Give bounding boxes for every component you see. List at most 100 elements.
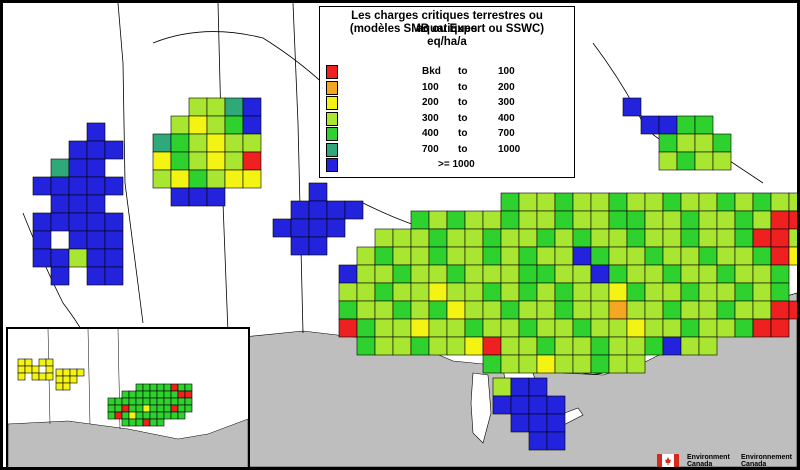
grid-cell xyxy=(149,397,158,406)
grid-cell xyxy=(446,318,466,338)
grid-cell xyxy=(31,365,40,374)
grid-cell xyxy=(608,192,628,212)
logo-text-en-2: Canada xyxy=(687,461,713,468)
grid-cell xyxy=(788,210,797,230)
grid-cell xyxy=(135,383,144,392)
grid-cell xyxy=(356,318,376,338)
grid-cell xyxy=(224,169,244,189)
grid-cell xyxy=(662,282,682,302)
grid-cell xyxy=(38,372,47,381)
grid-cell xyxy=(500,192,520,212)
grid-cell xyxy=(482,336,502,356)
grid-cell xyxy=(658,151,678,171)
grid-cell xyxy=(662,228,682,248)
grid-cell xyxy=(644,264,664,284)
grid-cell xyxy=(290,236,310,256)
grid-cell xyxy=(107,404,116,413)
grid-cell xyxy=(500,318,520,338)
grid-cell xyxy=(50,212,70,232)
grid-cell xyxy=(107,397,116,406)
grid-cell xyxy=(752,210,772,230)
grid-cell xyxy=(518,210,538,230)
grid-cell xyxy=(344,200,364,220)
grid-cell xyxy=(135,411,144,420)
grid-cell xyxy=(356,300,376,320)
legend-swatch xyxy=(326,111,338,126)
grid-cell xyxy=(644,228,664,248)
grid-cell xyxy=(86,176,106,196)
grid-cell xyxy=(68,158,88,178)
legend-from: 100 xyxy=(422,81,439,93)
grid-cell xyxy=(446,282,466,302)
grid-cell xyxy=(163,411,172,420)
grid-cell xyxy=(410,264,430,284)
grid-cell xyxy=(644,282,664,302)
legend-row: 400 to 700 xyxy=(326,127,566,142)
grid-cell xyxy=(428,246,448,266)
grid-cell xyxy=(734,246,754,266)
grid-cell xyxy=(374,336,394,356)
grid-cell xyxy=(536,282,556,302)
grid-cell xyxy=(50,158,70,178)
grid-cell xyxy=(536,210,556,230)
grid-cell xyxy=(500,210,520,230)
legend-from: 700 xyxy=(422,143,439,155)
legend-to: 200 xyxy=(498,81,515,93)
grid-cell xyxy=(128,411,137,420)
grid-cell xyxy=(680,246,700,266)
inset-map xyxy=(6,327,250,467)
grid-cell xyxy=(326,200,346,220)
grid-cell xyxy=(500,264,520,284)
grid-cell xyxy=(177,397,186,406)
grid-cell xyxy=(546,395,566,415)
grid-cell xyxy=(752,300,772,320)
grid-cell xyxy=(156,397,165,406)
grid-cell xyxy=(242,169,262,189)
grid-cell xyxy=(446,300,466,320)
grid-cell xyxy=(206,187,226,207)
grid-cell xyxy=(572,192,592,212)
grid-cell xyxy=(662,300,682,320)
grid-cell xyxy=(338,264,358,284)
grid-cell xyxy=(62,368,71,377)
grid-cell xyxy=(644,318,664,338)
legend-row: 200 to 300 xyxy=(326,96,566,111)
grid-cell xyxy=(392,264,412,284)
grid-cell xyxy=(69,368,78,377)
grid-cell xyxy=(177,404,186,413)
grid-cell xyxy=(392,336,412,356)
grid-cell xyxy=(50,266,70,286)
grid-cell xyxy=(528,431,548,451)
grid-cell xyxy=(770,318,790,338)
grid-cell xyxy=(644,336,664,356)
grid-cell xyxy=(572,264,592,284)
grid-cell xyxy=(590,354,610,374)
grid-cell xyxy=(698,210,718,230)
grid-cell xyxy=(626,228,646,248)
legend-sep: to xyxy=(458,143,468,155)
grid-cell xyxy=(590,300,610,320)
grid-cell xyxy=(170,411,179,420)
grid-cell xyxy=(128,390,137,399)
grid-cell xyxy=(410,282,430,302)
grid-cell xyxy=(662,192,682,212)
legend-swatch xyxy=(326,142,338,157)
grid-cell xyxy=(290,218,310,238)
grid-cell xyxy=(392,300,412,320)
grid-cell xyxy=(694,133,714,153)
grid-cell xyxy=(152,133,172,153)
grid-cell xyxy=(770,246,790,266)
grid-cell xyxy=(572,336,592,356)
grid-cell xyxy=(752,282,772,302)
grid-cell xyxy=(177,411,186,420)
grid-cell xyxy=(518,264,538,284)
grid-cell xyxy=(676,115,696,135)
grid-cell xyxy=(770,210,790,230)
grid-cell xyxy=(518,318,538,338)
grid-cell xyxy=(554,246,574,266)
grid-cell xyxy=(510,377,530,397)
grid-cell xyxy=(68,194,88,214)
legend: Les charges critiques terrestres ou aqua… xyxy=(319,6,575,178)
grid-cell xyxy=(374,228,394,248)
